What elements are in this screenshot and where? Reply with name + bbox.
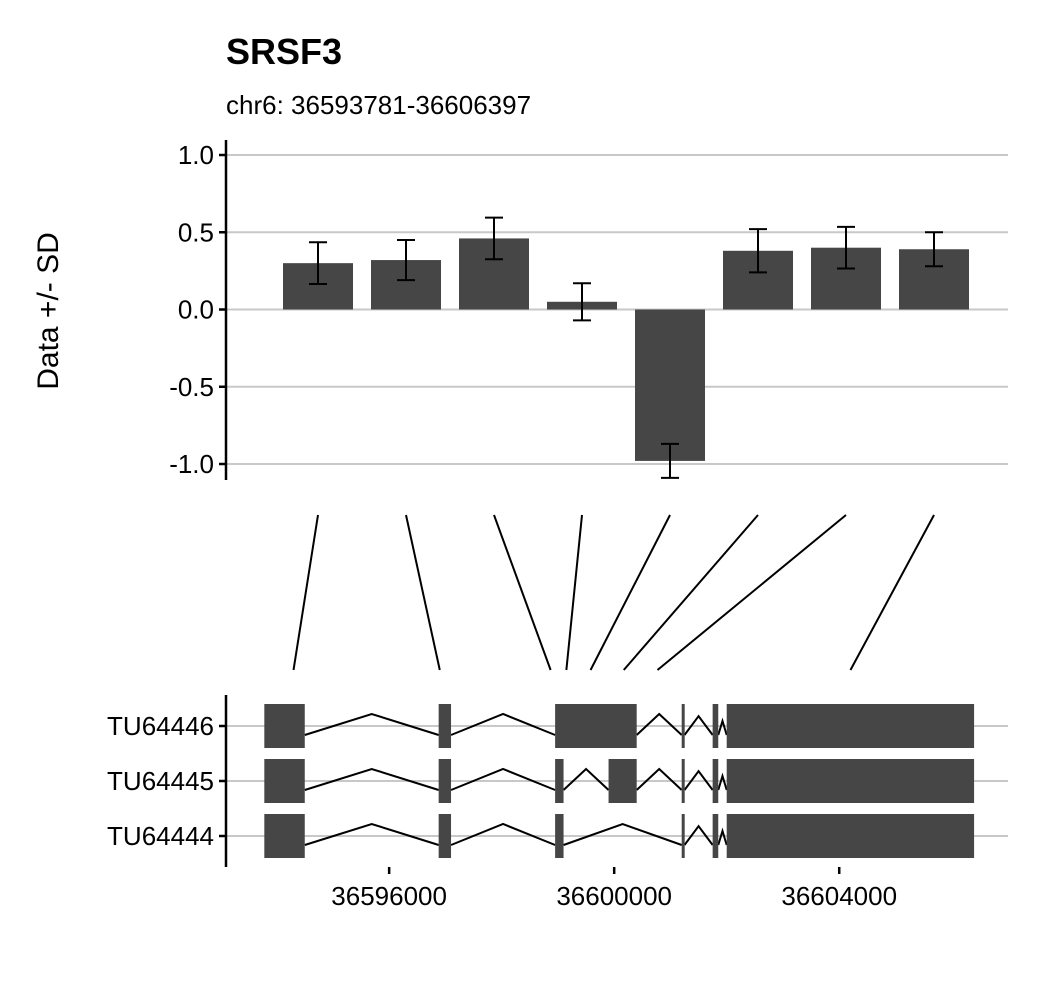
intron-line — [304, 767, 439, 791]
exon-link-line — [565, 514, 583, 671]
chart-subtitle: chr6: 36593781-36606397 — [226, 90, 531, 120]
exon-link-line — [849, 514, 935, 671]
exon-block — [726, 814, 975, 858]
intron-line — [304, 822, 439, 846]
y-axis-label: Data +/- SD — [32, 232, 65, 390]
intron-line — [636, 767, 683, 791]
y-tick-label: 1.0 — [178, 140, 214, 170]
exon-block — [555, 704, 637, 748]
y-tick-label: -0.5 — [169, 372, 214, 402]
exon-link-line — [622, 514, 759, 671]
intron-line — [450, 712, 556, 736]
y-tick-label: 0.5 — [178, 217, 214, 247]
x-tick-label: 36604000 — [781, 881, 897, 911]
exon-block — [555, 814, 564, 858]
chart-title: SRSF3 — [226, 31, 342, 72]
exon-block — [264, 759, 305, 803]
exon-block — [264, 814, 305, 858]
exon-block — [712, 814, 719, 858]
exon-block — [438, 759, 452, 803]
exon-block — [264, 704, 305, 748]
exon-block — [438, 704, 452, 748]
bar — [635, 309, 705, 461]
y-axis-ticks: 1.0 0.5 0.0 -0.5 -1.0 — [169, 140, 226, 479]
intron-line — [717, 772, 728, 791]
y-tick-label: 0.0 — [178, 295, 214, 325]
exon-link-lines — [292, 514, 935, 671]
exon-block — [712, 759, 719, 803]
gene-model-panel: TU64446 TU64445 TU64444 — [107, 704, 1008, 858]
exon-link-line — [589, 514, 671, 671]
intron-line — [562, 767, 610, 791]
y-tick-label: -1.0 — [169, 449, 214, 479]
intron-line — [450, 822, 556, 846]
exon-link-line — [405, 514, 441, 671]
exon-block — [438, 814, 452, 858]
transcript-label: TU64444 — [107, 821, 214, 851]
exon-block — [608, 759, 637, 803]
intron-line — [717, 827, 728, 846]
x-tick-label: 36596000 — [331, 881, 447, 911]
intron-line — [563, 822, 683, 846]
exon-link-line — [656, 514, 847, 671]
intron-line — [683, 769, 714, 791]
exon-block — [681, 704, 685, 748]
intron-line — [683, 824, 714, 846]
bar-series — [283, 238, 969, 461]
intron-line — [717, 717, 728, 736]
x-tick-label: 36600000 — [556, 881, 672, 911]
exon-link-line — [493, 514, 552, 671]
exon-block — [712, 704, 719, 748]
exon-block — [726, 759, 975, 803]
x-axis-ticks: 36596000 36600000 36604000 — [331, 867, 897, 911]
exon-block — [681, 814, 685, 858]
intron-line — [683, 714, 714, 736]
transcript-label: TU64446 — [107, 711, 214, 741]
error-bars — [309, 216, 943, 479]
exon-link-line — [292, 514, 319, 671]
exon-block — [726, 704, 975, 748]
exon-block — [681, 759, 685, 803]
transcript-label: TU64445 — [107, 766, 214, 796]
intron-line — [450, 767, 556, 791]
intron-line — [304, 712, 439, 736]
intron-line — [636, 712, 683, 736]
exon-block — [555, 759, 564, 803]
